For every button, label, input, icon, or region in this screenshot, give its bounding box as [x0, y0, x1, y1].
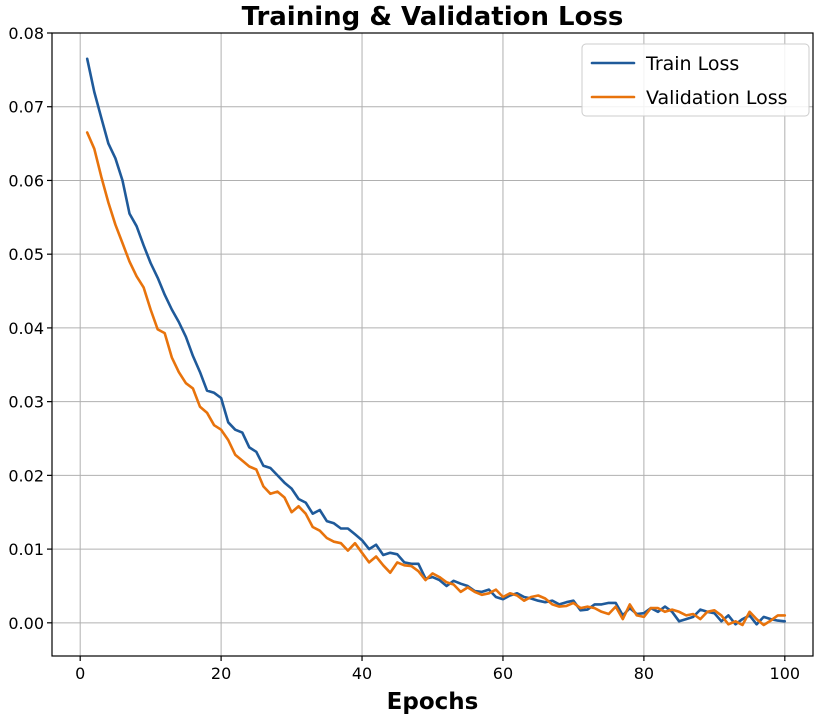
series-line-train-loss [85, 57, 787, 626]
y-tick-label: 0.00 [8, 614, 44, 633]
legend: Train Loss Validation Loss [581, 43, 810, 117]
axes-frame [51, 32, 814, 657]
y-tick-label: 0.05 [8, 245, 44, 264]
chart-title: Training & Validation Loss [242, 2, 624, 32]
x-axis-label: Epochs [387, 689, 479, 715]
legend-box [581, 43, 810, 117]
legend-label-train-loss: Train Loss [645, 53, 739, 75]
x-tick-label: 100 [770, 664, 801, 683]
x-tick-label: 80 [634, 664, 654, 683]
x-tick-label: 0 [75, 664, 85, 683]
x-tick-label: 60 [493, 664, 513, 683]
y-tick-label: 0.07 [8, 98, 44, 117]
y-tick-label: 0.06 [8, 171, 44, 190]
legend-label-validation-loss: Validation Loss [646, 87, 788, 109]
y-tick-label: 0.04 [8, 319, 44, 338]
y-tick-label: 0.03 [8, 393, 44, 412]
series-line-validation-loss [85, 131, 787, 627]
y-tick-label: 0.01 [8, 540, 44, 559]
x-tick-label: 40 [352, 664, 372, 683]
x-tick-label: 20 [211, 664, 231, 683]
x-axis-ticks: 0 20 40 60 80 100 [75, 656, 800, 683]
y-tick-label: 0.02 [8, 466, 44, 485]
y-tick-label: 0.08 [8, 24, 44, 43]
y-axis-ticks: 0.00 0.01 0.02 0.03 0.04 0.05 0.06 0.07 0.08 [8, 24, 52, 633]
grid-lines [52, 32, 813, 656]
series-lines [85, 57, 787, 627]
